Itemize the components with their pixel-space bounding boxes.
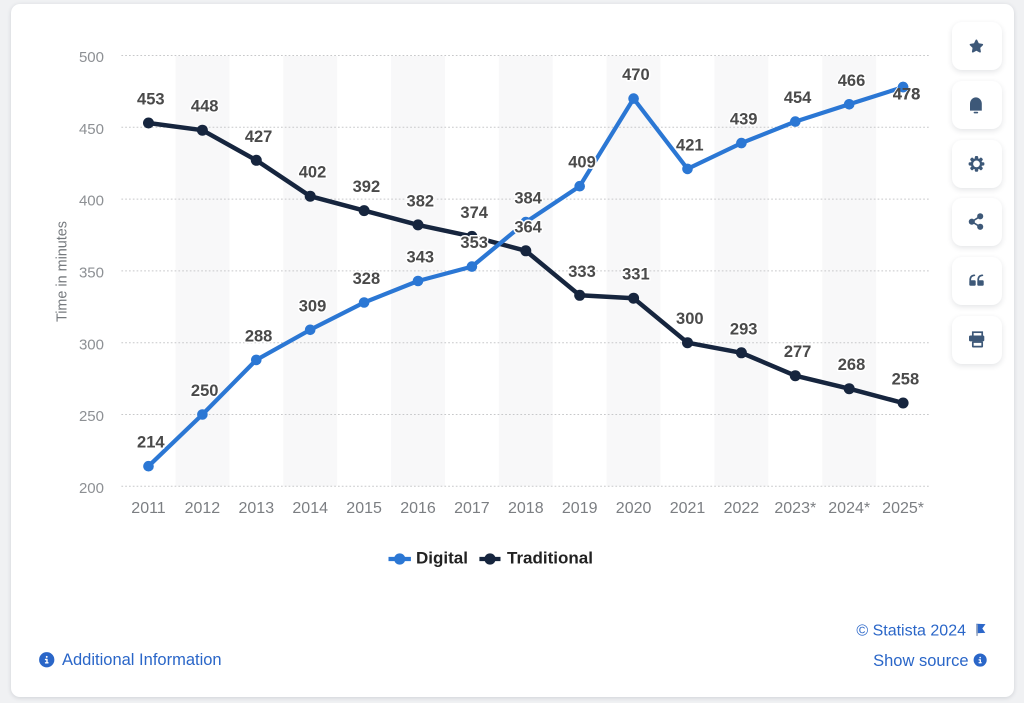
svg-text:2019: 2019 — [562, 500, 598, 517]
svg-text:392: 392 — [353, 178, 381, 196]
svg-text:328: 328 — [353, 270, 381, 288]
svg-text:300: 300 — [676, 310, 704, 328]
svg-text:2023*: 2023* — [774, 500, 816, 517]
svg-text:2015: 2015 — [346, 500, 382, 517]
svg-text:2014: 2014 — [292, 500, 328, 517]
svg-text:450: 450 — [79, 121, 104, 138]
svg-text:478: 478 — [893, 86, 921, 104]
svg-text:© Statista 2024: © Statista 2024 — [856, 623, 966, 640]
svg-text:2016: 2016 — [400, 500, 436, 517]
svg-text:402: 402 — [299, 164, 327, 182]
svg-text:333: 333 — [568, 263, 596, 281]
svg-text:Digital: Digital — [416, 549, 468, 568]
svg-text:293: 293 — [730, 320, 758, 338]
svg-text:258: 258 — [892, 371, 920, 389]
svg-text:2025*: 2025* — [882, 500, 924, 517]
svg-text:500: 500 — [79, 49, 104, 66]
svg-text:331: 331 — [622, 266, 650, 284]
svg-text:214: 214 — [137, 434, 165, 452]
svg-text:382: 382 — [407, 192, 435, 210]
svg-text:400: 400 — [79, 193, 104, 210]
svg-text:2017: 2017 — [454, 500, 490, 517]
svg-text:309: 309 — [299, 297, 327, 315]
svg-text:Traditional: Traditional — [507, 549, 593, 568]
svg-text:2021: 2021 — [670, 500, 706, 517]
svg-text:2018: 2018 — [508, 500, 544, 517]
svg-text:384: 384 — [514, 190, 542, 208]
svg-text:466: 466 — [838, 72, 866, 90]
svg-text:454: 454 — [784, 89, 812, 107]
svg-text:453: 453 — [137, 91, 165, 109]
svg-text:250: 250 — [191, 382, 219, 400]
svg-text:439: 439 — [730, 111, 758, 129]
svg-text:Show source: Show source — [873, 652, 968, 670]
svg-text:277: 277 — [784, 343, 812, 361]
svg-text:427: 427 — [245, 128, 273, 146]
svg-text:300: 300 — [79, 336, 104, 353]
svg-text:374: 374 — [460, 204, 488, 222]
svg-text:2024*: 2024* — [828, 500, 870, 517]
svg-text:Time in minutes: Time in minutes — [55, 221, 71, 322]
svg-text:364: 364 — [514, 218, 542, 236]
svg-text:409: 409 — [568, 154, 596, 172]
svg-text:350: 350 — [79, 265, 104, 282]
svg-text:268: 268 — [838, 356, 866, 374]
svg-text:2012: 2012 — [185, 500, 221, 517]
svg-text:250: 250 — [79, 408, 104, 425]
svg-text:470: 470 — [622, 66, 650, 84]
svg-text:2011: 2011 — [131, 500, 166, 517]
svg-text:448: 448 — [191, 98, 219, 116]
svg-text:288: 288 — [245, 327, 273, 345]
svg-text:421: 421 — [676, 136, 704, 154]
svg-text:2020: 2020 — [616, 500, 652, 517]
svg-text:200: 200 — [79, 480, 104, 497]
svg-text:Additional Information: Additional Information — [62, 651, 222, 669]
svg-text:2022: 2022 — [724, 500, 760, 517]
svg-text:2013: 2013 — [239, 500, 275, 517]
svg-text:343: 343 — [407, 249, 435, 267]
svg-text:353: 353 — [460, 234, 488, 252]
